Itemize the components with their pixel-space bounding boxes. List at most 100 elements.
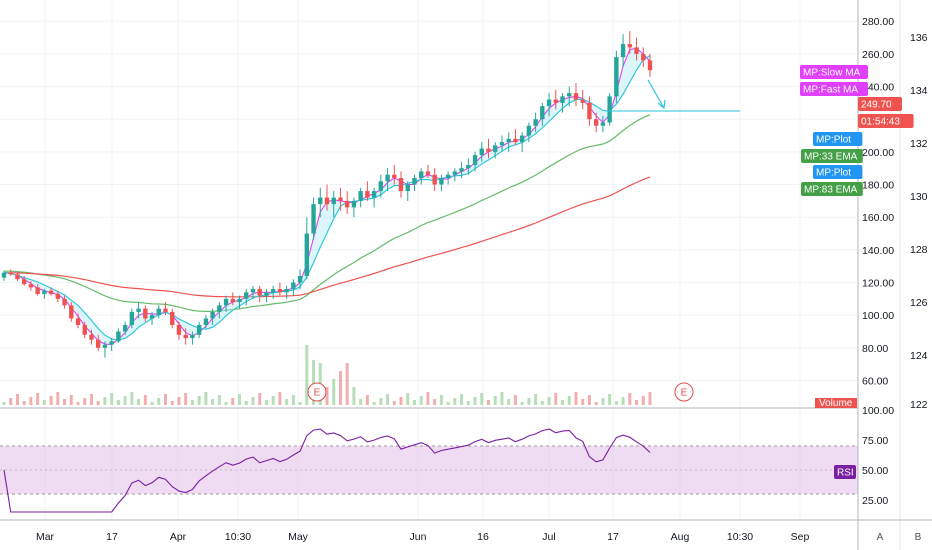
- volume-bar: [379, 398, 383, 405]
- candle-body: [567, 93, 572, 97]
- ema-83-line: [3, 176, 651, 298]
- candle-body: [641, 53, 646, 61]
- candle-body: [425, 171, 431, 175]
- candle-body: [196, 324, 202, 335]
- rsi-tick-label: 75.00: [862, 435, 888, 447]
- volume-bar: [63, 399, 67, 405]
- volume-bar: [338, 371, 342, 405]
- candle-body: [190, 334, 195, 339]
- volume-bar: [15, 394, 19, 405]
- candle-body: [270, 289, 276, 293]
- earnings-marker: [307, 382, 327, 402]
- right-price-tick-label: 124: [910, 350, 928, 362]
- volume-bar: [574, 392, 578, 405]
- candle-body: [8, 272, 13, 275]
- price-tag: [801, 182, 863, 196]
- candle-body: [223, 298, 229, 306]
- volume-bars: [2, 345, 652, 405]
- forecast-arrow: [647, 79, 665, 109]
- candle-body: [129, 311, 135, 325]
- volume-bar: [29, 397, 33, 405]
- volume-bar: [325, 387, 329, 405]
- candle-body: [392, 174, 397, 179]
- time-tick-label: 16: [477, 531, 489, 543]
- volume-bar: [2, 402, 6, 405]
- candle-body: [237, 298, 242, 303]
- candle-body: [459, 168, 464, 172]
- volume-bar: [83, 398, 87, 405]
- volume-bar: [641, 396, 645, 405]
- volume-bar: [217, 395, 221, 405]
- candle-body: [479, 148, 484, 156]
- time-tick-label: Jun: [410, 531, 427, 543]
- candle-body: [398, 178, 404, 192]
- price-tick-label: 80.00: [862, 343, 888, 355]
- candle-body: [116, 331, 121, 342]
- volume-bar: [460, 394, 464, 405]
- volume-bar: [291, 395, 295, 405]
- log-scale-button[interactable]: B: [914, 532, 922, 543]
- volume-bar: [426, 392, 430, 405]
- candle-body: [156, 308, 161, 316]
- rsi-band: [0, 446, 858, 494]
- volume-bar: [345, 363, 349, 405]
- volume-bar: [56, 392, 60, 405]
- candle-body: [170, 311, 175, 325]
- candle-body: [136, 308, 141, 312]
- candle-body: [62, 298, 67, 306]
- volume-bar: [312, 360, 316, 405]
- candle-body: [264, 292, 269, 296]
- candle-body: [96, 339, 101, 348]
- volume-bar: [561, 400, 565, 405]
- volume-bar: [89, 394, 93, 405]
- candle-body: [439, 178, 444, 185]
- volume-bar: [36, 393, 40, 405]
- volume-bar: [392, 401, 396, 405]
- candle-body: [331, 197, 336, 205]
- price-tag: [858, 97, 902, 111]
- candle-body: [82, 324, 87, 335]
- earnings-marker-label: E: [681, 388, 688, 399]
- volume-bar: [365, 395, 369, 405]
- volume-bar: [271, 396, 275, 405]
- volume-bar: [170, 401, 174, 405]
- candle-body: [412, 178, 417, 185]
- candle-body: [203, 318, 209, 325]
- time-tick-label: 10:30: [225, 531, 251, 543]
- rsi-tick-label: 50.00: [862, 465, 888, 477]
- candle-body: [122, 324, 128, 332]
- right-price-tick-label: 136: [910, 32, 928, 44]
- volume-bar: [439, 395, 443, 405]
- rsi-line: [3, 428, 651, 513]
- right-price-tick-label: 126: [910, 297, 928, 309]
- candle-body: [277, 289, 283, 293]
- volume-bar: [386, 394, 390, 405]
- volume-bar: [204, 392, 208, 405]
- volume-bar: [534, 394, 538, 405]
- volume-bar: [258, 393, 262, 405]
- candle-body: [338, 197, 343, 201]
- candle-body: [432, 174, 437, 185]
- volume-bar: [446, 402, 450, 405]
- price-tag-label: MP:Slow MA: [803, 68, 861, 79]
- volume-bar: [123, 396, 127, 405]
- auto-scale-button[interactable]: A: [876, 532, 884, 543]
- price-tag: [813, 165, 863, 179]
- candle-body: [445, 174, 451, 179]
- candle-body: [587, 102, 592, 120]
- volume-bar: [540, 401, 544, 405]
- volume-bar: [594, 402, 598, 405]
- candle-body: [533, 119, 538, 126]
- price-tag-label: MP:Fast MA: [803, 85, 858, 96]
- price-tag-label: 249.70: [861, 100, 892, 111]
- price-tick-label: 100.00: [862, 310, 894, 322]
- volume-bar: [507, 399, 511, 405]
- volume-bar: [157, 398, 161, 405]
- candle-body: [526, 125, 532, 136]
- candle-body: [257, 289, 262, 296]
- candle-body: [89, 334, 94, 340]
- time-tick-label: 17: [607, 531, 619, 543]
- rsi-tick-label: 25.00: [862, 495, 888, 507]
